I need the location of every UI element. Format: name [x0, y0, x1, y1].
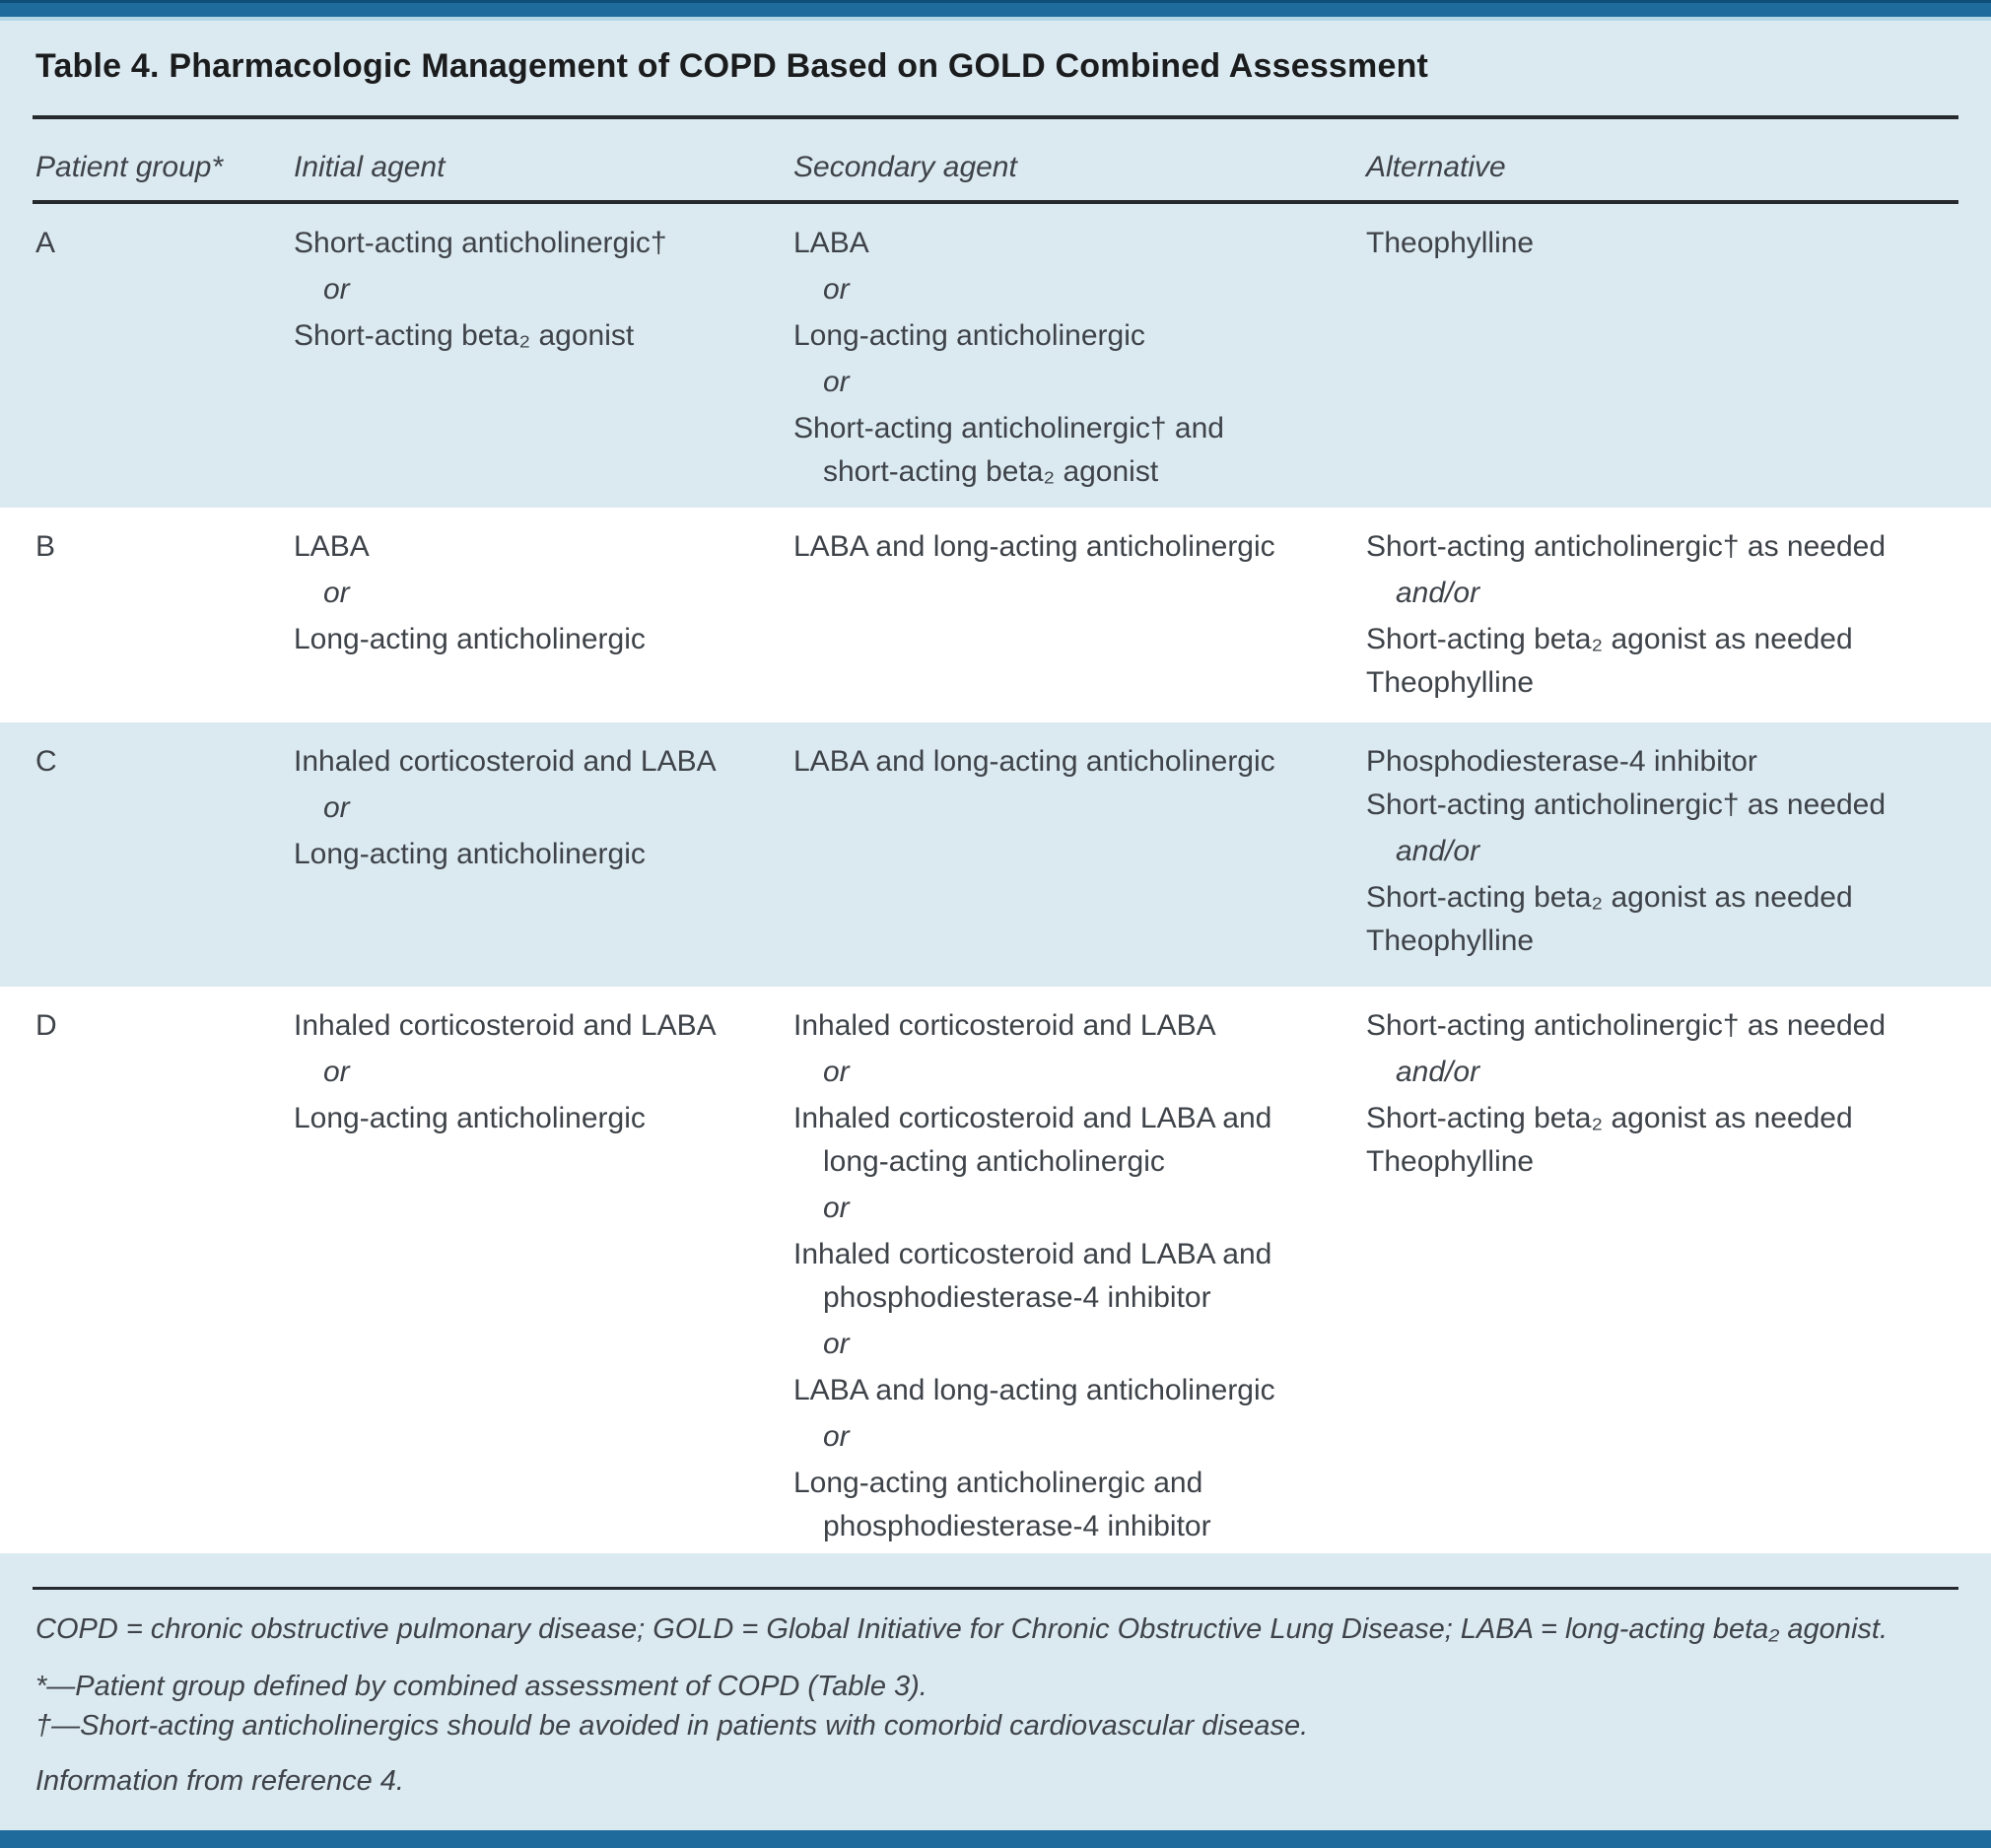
column-header-initial-agent: Initial agent	[294, 151, 446, 183]
patient-group-letter: D	[35, 1009, 57, 1042]
bottom-accent-bar	[0, 1830, 1991, 1848]
drug-line: Short-acting beta₂ agonist as needed	[1366, 1102, 1853, 1134]
or-separator: or	[323, 273, 350, 306]
or-separator: and/or	[1396, 1056, 1480, 1088]
footnote-abbreviations: COPD = chronic obstructive pulmonary dis…	[35, 1613, 1888, 1645]
drug-line: Short-acting beta₂ agonist as needed	[1366, 881, 1853, 914]
cell-patient-group: A	[35, 222, 294, 508]
drug-line: Inhaled corticosteroid and LABA	[793, 1009, 1216, 1042]
divider-below-headers	[33, 200, 1958, 204]
cell-secondary-agent: Inhaled corticosteroid and LABA or Inhaled…	[793, 1004, 1366, 1553]
drug-line: LABA and long-acting anticholinergic	[793, 745, 1275, 778]
cell-initial-agent: Short-acting anticholinergic† or Short-act…	[294, 222, 793, 508]
or-separator: and/or	[1396, 577, 1480, 609]
drug-line: Long-acting anticholinergic and	[793, 1467, 1203, 1499]
footnotes: COPD = chronic obstructive pulmonary dis…	[0, 1590, 1991, 1801]
drug-line: long-acting anticholinergic	[823, 1145, 1165, 1178]
table-row: B LABA or Long-acting anticholinergic LABA a…	[0, 508, 1991, 722]
page-title: Table 4. Pharmacologic Management of COP…	[35, 47, 1429, 85]
drug-line: Inhaled corticosteroid and LABA and	[793, 1102, 1272, 1134]
drug-line: Phosphodiesterase-4 inhibitor	[1366, 745, 1757, 778]
drug-line: Inhaled corticosteroid and LABA	[294, 1009, 717, 1042]
cell-alternative: Phosphodiesterase-4 inhibitor Short-actin…	[1366, 740, 1956, 987]
or-separator: or	[823, 1420, 850, 1453]
drug-line: Long-acting anticholinergic	[294, 1102, 646, 1134]
cell-alternative: Short-acting anticholinergic† as needed a…	[1366, 525, 1956, 722]
footnote-dagger: †—Short-acting anticholinergics should b…	[35, 1710, 1309, 1742]
drug-line: Inhaled corticosteroid and LABA and	[793, 1238, 1272, 1270]
cell-secondary-agent: LABA and long-acting anticholinergic	[793, 525, 1366, 722]
drug-line: Theophylline	[1366, 666, 1535, 699]
footnote-asterisk: *—Patient group defined by combined asse…	[35, 1671, 927, 1702]
or-separator: and/or	[1396, 835, 1480, 867]
table-row: D Inhaled corticosteroid and LABA or Long-a…	[0, 987, 1991, 1553]
or-separator: or	[323, 791, 350, 824]
drug-line: Long-acting anticholinergic	[793, 319, 1145, 352]
drug-line: Theophylline	[1366, 1145, 1535, 1178]
drug-line: Short-acting anticholinergic† and	[793, 412, 1224, 445]
or-separator: or	[823, 1192, 850, 1224]
table-rows: A Short-acting anticholinergic† or Short-ac…	[0, 204, 1991, 1553]
drug-line: Long-acting anticholinergic	[294, 623, 646, 655]
column-header-patient-group: Patient group*	[35, 151, 224, 183]
drug-line: phosphodiesterase-4 inhibitor	[823, 1510, 1211, 1542]
drug-line: phosphodiesterase-4 inhibitor	[823, 1281, 1211, 1314]
column-header-alternative: Alternative	[1366, 151, 1506, 183]
table-row: C Inhaled corticosteroid and LABA or Long-a…	[0, 722, 1991, 987]
cell-initial-agent: Inhaled corticosteroid and LABA or Long-ac…	[294, 740, 793, 987]
footnote-source: Information from reference 4.	[35, 1765, 404, 1797]
drug-line: Short-acting beta₂ agonist as needed	[1366, 623, 1853, 655]
or-separator: or	[823, 1056, 850, 1088]
cell-patient-group: C	[35, 740, 294, 987]
patient-group-letter: C	[35, 745, 57, 778]
or-separator: or	[823, 366, 850, 398]
drug-line: Theophylline	[1366, 924, 1535, 957]
footer-section: COPD = chronic obstructive pulmonary dis…	[0, 1557, 1991, 1830]
drug-line: Long-acting anticholinergic	[294, 838, 646, 870]
drug-line: LABA	[294, 530, 370, 563]
patient-group-letter: B	[35, 530, 56, 563]
drug-line: Short-acting anticholinergic†	[294, 227, 667, 259]
drug-line: Theophylline	[1366, 227, 1535, 259]
cell-secondary-agent: LABA and long-acting anticholinergic	[793, 740, 1366, 987]
drug-line: Inhaled corticosteroid and LABA	[294, 745, 717, 778]
cell-initial-agent: Inhaled corticosteroid and LABA or Long-ac…	[294, 1004, 793, 1553]
or-separator: or	[323, 577, 350, 609]
or-separator: or	[823, 273, 850, 306]
column-header-secondary-agent: Secondary agent	[793, 151, 1017, 183]
cell-secondary-agent: LABA or Long-acting anticholinergic or Short…	[793, 222, 1366, 508]
cell-patient-group: B	[35, 525, 294, 722]
drug-line: Short-acting beta₂ agonist	[294, 319, 635, 352]
top-accent-strip	[0, 17, 1991, 21]
or-separator: or	[323, 1056, 350, 1088]
drug-line: Short-acting anticholinergic† as needed	[1366, 788, 1887, 821]
cell-initial-agent: LABA or Long-acting anticholinergic	[294, 525, 793, 722]
divider-above-headers	[33, 115, 1958, 119]
drug-line: LABA and long-acting anticholinergic	[793, 1374, 1275, 1406]
table-row: A Short-acting anticholinergic† or Short-ac…	[0, 204, 1991, 508]
drug-line: LABA	[793, 227, 869, 259]
divider-above-footnotes	[33, 1587, 1958, 1590]
column-headers: Patient group* Initial agent Secondary a…	[0, 119, 1991, 200]
drug-line: Short-acting anticholinergic† as needed	[1366, 530, 1887, 563]
patient-group-letter: A	[35, 227, 56, 259]
drug-line: short-acting beta₂ agonist	[823, 455, 1159, 488]
cell-alternative: Short-acting anticholinergic† as needed a…	[1366, 1004, 1956, 1553]
drug-line: Short-acting anticholinergic† as needed	[1366, 1009, 1887, 1042]
top-accent-bar	[0, 0, 1991, 17]
cell-alternative: Theophylline	[1366, 222, 1956, 508]
or-separator: or	[823, 1328, 850, 1360]
cell-patient-group: D	[35, 1004, 294, 1553]
drug-line: LABA and long-acting anticholinergic	[793, 530, 1275, 563]
